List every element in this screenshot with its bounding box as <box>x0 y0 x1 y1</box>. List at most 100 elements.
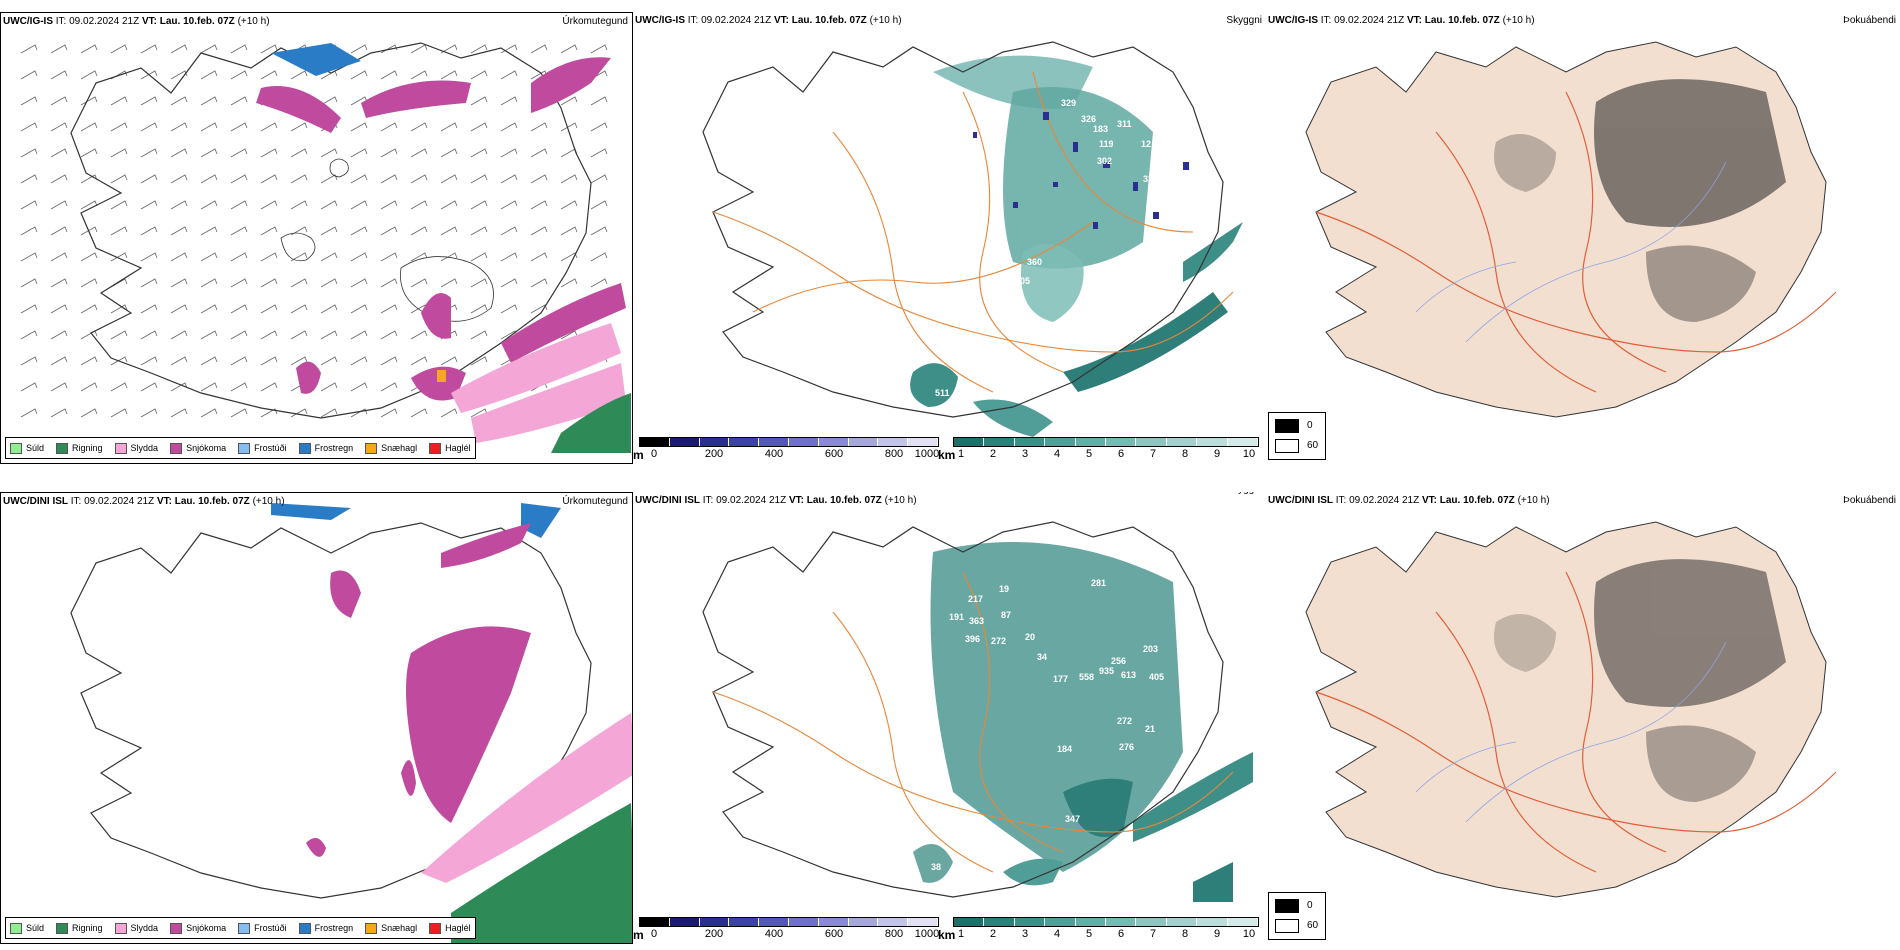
wind-barb <box>560 96 578 106</box>
wind-barb <box>50 96 68 106</box>
wind-barb <box>50 122 68 132</box>
panel-title: UWC/DINI ISL IT: 09.02.2024 21Z VT: Lau.… <box>635 495 917 506</box>
wind-barb <box>530 174 548 184</box>
visibility-tick: 8 <box>1181 928 1189 940</box>
fog-scale-black-swatch <box>1275 899 1299 913</box>
ceiling-value: 21 <box>1145 724 1155 734</box>
wind-barb <box>260 408 278 418</box>
wind-barb <box>260 122 278 132</box>
panel-label: Skyggni <box>1226 15 1262 26</box>
wind-barb <box>350 382 368 392</box>
legend-item: Frostúði <box>238 442 287 454</box>
legend-swatch <box>298 922 311 934</box>
ceiling-panel-bottom: UWC/DINI ISL IT: 09.02.2024 21Z VT: Lau.… <box>633 492 1266 944</box>
legend-item: Snæhagl <box>365 442 417 454</box>
visibility-tick: 9 <box>1213 448 1221 460</box>
wind-barb <box>260 44 278 54</box>
wind-barb <box>500 174 518 184</box>
wind-barb <box>110 44 128 54</box>
wind-barb <box>440 70 458 80</box>
wind-barb <box>380 330 398 340</box>
wind-barb <box>200 356 218 366</box>
wind-barb <box>380 356 398 366</box>
wind-barb <box>530 148 548 158</box>
visibility-tick: 8 <box>1181 448 1189 460</box>
ceiling-tick: 400 <box>764 448 784 460</box>
ceiling-tick: 800 <box>884 448 904 460</box>
wind-barb <box>20 304 38 314</box>
ceiling-tick: 600 <box>824 928 844 940</box>
wind-barb <box>230 148 248 158</box>
legend-item: Haglél <box>429 442 471 454</box>
ceiling-tick: 200 <box>704 448 724 460</box>
wind-barb <box>590 174 608 184</box>
wind-barb <box>110 96 128 106</box>
wind-barb <box>410 122 428 132</box>
wind-barb <box>320 278 338 288</box>
fog-map <box>1305 521 1837 898</box>
visibility-colorbar: km 1 2 3 4 5 6 7 8 9 10 <box>938 917 1259 942</box>
visibility-unit: km <box>938 448 956 462</box>
wind-barb <box>110 122 128 132</box>
wind-barb <box>230 304 248 314</box>
visibility-tick: 1 <box>957 448 965 460</box>
wind-barb <box>20 44 38 54</box>
legend-item: Frostregn <box>298 922 353 934</box>
fog-scale-white-swatch <box>1275 439 1299 453</box>
wind-barb <box>170 148 188 158</box>
visibility-tick: 4 <box>1053 928 1061 940</box>
fog-scale-black-swatch <box>1275 419 1299 433</box>
legend-item: Súld <box>10 922 44 934</box>
visibility-colorbar-bar <box>953 437 1259 447</box>
wind-barb <box>170 382 188 392</box>
legend-swatch <box>56 442 69 454</box>
wind-barb <box>140 96 158 106</box>
legend-swatch <box>10 442 22 454</box>
wind-barb <box>140 382 158 392</box>
wind-barb <box>170 330 188 340</box>
ceiling-value: 281 <box>1091 578 1106 588</box>
wind-barb <box>350 70 368 80</box>
visibility-tick: 5 <box>1085 928 1093 940</box>
wind-barb <box>290 174 308 184</box>
wind-barb <box>140 148 158 158</box>
legend-item: Haglél <box>429 922 471 934</box>
wind-barb <box>530 252 548 262</box>
ceiling-colorbar-ticks: m 0 200 400 600 800 1000 <box>633 447 939 462</box>
wind-barb <box>80 382 98 392</box>
wind-barb <box>140 226 158 236</box>
wind-barb <box>410 200 428 210</box>
wind-barb <box>320 252 338 262</box>
glacier-outlines <box>280 158 494 322</box>
wind-barb <box>230 330 248 340</box>
wind-barb <box>50 252 68 262</box>
wind-barb <box>290 70 308 80</box>
ceiling-value: 203 <box>1143 644 1158 654</box>
wind-barb <box>50 356 68 366</box>
wind-barb <box>230 408 248 418</box>
ceiling-value: 396 <box>965 634 980 644</box>
wind-barb <box>140 408 158 418</box>
wind-barb <box>290 252 308 262</box>
wind-barb <box>140 304 158 314</box>
wind-barb <box>560 226 578 236</box>
wind-barb <box>380 408 398 418</box>
wind-barb <box>20 200 38 210</box>
fog-panel-top: UWC/IG-IS IT: 09.02.2024 21Z VT: Lau. 10… <box>1266 12 1900 464</box>
ceiling-value: 19 <box>999 584 1009 594</box>
wind-barb <box>110 356 128 366</box>
ceiling-value: 87 <box>1001 610 1011 620</box>
wind-barb <box>80 200 98 210</box>
ceiling-unit: m <box>633 448 644 462</box>
wind-barb <box>290 226 308 236</box>
ceiling-value: 311 <box>1117 119 1132 129</box>
wind-barb <box>140 70 158 80</box>
ceiling-value: 272 <box>991 636 1006 646</box>
ceiling-value: 36 <box>1181 594 1191 604</box>
ceiling-colorbar: m 0 200 400 600 800 1000 <box>633 437 939 462</box>
ceiling-value: 613 <box>1121 670 1136 680</box>
ceiling-value: 217 <box>968 594 983 604</box>
visibility-colorbar-ticks: km 1 2 3 4 5 6 7 8 9 10 <box>938 447 1259 462</box>
wind-barb <box>440 122 458 132</box>
wind-barb <box>170 226 188 236</box>
